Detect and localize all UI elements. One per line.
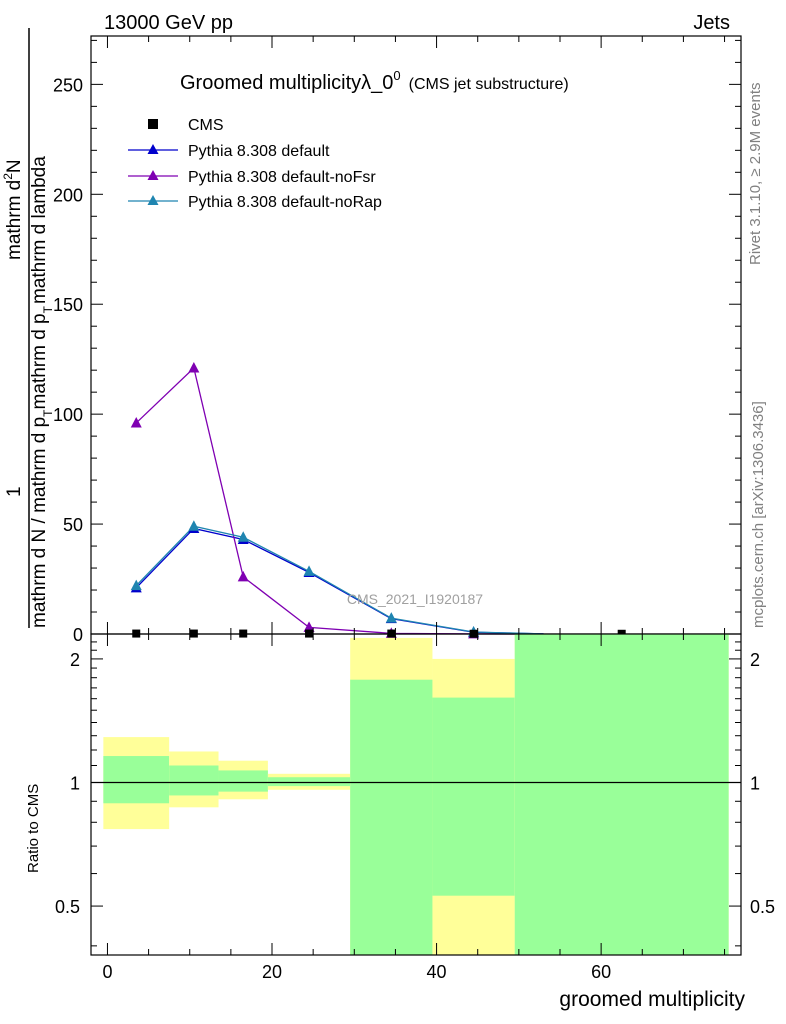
- watermark: CMS_2021_I1920187: [347, 591, 483, 607]
- series-norap-marker: [188, 520, 200, 531]
- ratio-band-inner: [218, 770, 268, 792]
- legend-marker-norap: [147, 195, 159, 205]
- y-label-denom-a: mathrm d N / mathrm d p: [29, 417, 50, 628]
- category-label: Jets: [693, 12, 730, 34]
- series-nofsr-marker: [188, 361, 200, 373]
- y-tick-label: 50: [63, 515, 83, 535]
- ratio-y-label: Ratio to CMS: [25, 784, 42, 873]
- series-nofsr-marker: [130, 416, 142, 428]
- y-label-denom: mathrm d N / mathrm d pTmathrm d pTmathr…: [29, 156, 55, 628]
- legend: CMS Pythia 8.308 default Pythia 8.308 de…: [128, 117, 382, 211]
- series-norap-line: [135, 525, 544, 635]
- chart-title-sup: 0: [393, 68, 400, 83]
- y-label-denom-b: mathrm d p: [29, 313, 50, 409]
- chart-title: Groomed multiplicityλ_00 (CMS jet substru…: [180, 68, 569, 94]
- y-axis-label: 1 mathrm d2N mathrm d N / mathrm d pTmat…: [1, 28, 55, 628]
- series-norap-marker: [303, 565, 315, 576]
- y-label-numer-sup: 2: [1, 173, 15, 180]
- y-label-numer-n: N: [4, 159, 25, 173]
- y-label-numer: 1: [4, 486, 25, 497]
- y-tick-label: 0: [73, 625, 83, 645]
- y-label-denom-c: mathrm d lambda: [29, 156, 50, 304]
- y-tick-label: 250: [53, 75, 83, 95]
- mcplots-note: mcplots.cern.ch [arXiv:1306.3436]: [750, 401, 767, 628]
- ratio-tick-label-left: 0.5: [55, 897, 80, 917]
- ratio-tick-label-right: 2: [750, 650, 760, 670]
- ratio-band-inner: [432, 697, 515, 896]
- chart-title-main: Groomed multiplicityλ_0: [180, 72, 393, 94]
- y-tick-label: 200: [53, 185, 83, 205]
- y-label-numer-d: mathrm d: [4, 180, 25, 260]
- legend-label-cms: CMS: [188, 117, 224, 134]
- ratio-tick-label-right: 1: [750, 773, 760, 793]
- x-tick-label: 60: [591, 962, 611, 982]
- ratio-band-inner: [267, 777, 351, 787]
- ratio-band-inner: [169, 765, 219, 796]
- series-norap-marker: [385, 612, 397, 623]
- ratio-tick-label-right: 0.5: [750, 897, 775, 917]
- y-label-denom-sub2: T: [41, 305, 55, 313]
- chart-title-suffix: (CMS jet substructure): [409, 76, 569, 93]
- legend-label-norap: Pythia 8.308 default-noRap: [188, 194, 382, 211]
- x-axis-label: groomed multiplicity: [559, 988, 745, 1011]
- legend-marker-default: [147, 144, 159, 154]
- energy-label: 13000 GeV pp: [104, 12, 233, 34]
- legend-label-default: Pythia 8.308 default: [188, 143, 330, 160]
- y-label-numer-long: mathrm d2N: [1, 159, 25, 260]
- legend-marker-nofsr: [147, 170, 159, 180]
- x-tick-label: 0: [102, 962, 112, 982]
- rivet-note: Rivet 3.1.10, ≥ 2.9M events: [747, 83, 764, 266]
- series-norap-marker: [237, 531, 249, 542]
- ratio-band-inner: [350, 679, 433, 955]
- x-tick-label: 40: [427, 962, 447, 982]
- series-norap-marker: [130, 579, 142, 591]
- series-nofsr-marker: [303, 621, 315, 632]
- y-tick-label: 100: [53, 405, 83, 425]
- y-label-denom-sub: T: [41, 409, 55, 417]
- legend-marker-cms: [148, 119, 158, 129]
- ratio-band-inner: [514, 634, 729, 955]
- ratio-frame: [90, 633, 742, 956]
- ratio-tick-label-left: 2: [70, 650, 80, 670]
- y-tick-label: 150: [53, 295, 83, 315]
- series-default-line: [135, 527, 544, 635]
- x-tick-label: 20: [262, 962, 282, 982]
- ratio-band-inner: [103, 756, 170, 804]
- series-nofsr-marker: [237, 570, 249, 582]
- ratio-tick-label-left: 1: [70, 773, 80, 793]
- legend-label-nofsr: Pythia 8.308 default-noFsr: [188, 169, 376, 186]
- ratio-panel: [90, 633, 742, 956]
